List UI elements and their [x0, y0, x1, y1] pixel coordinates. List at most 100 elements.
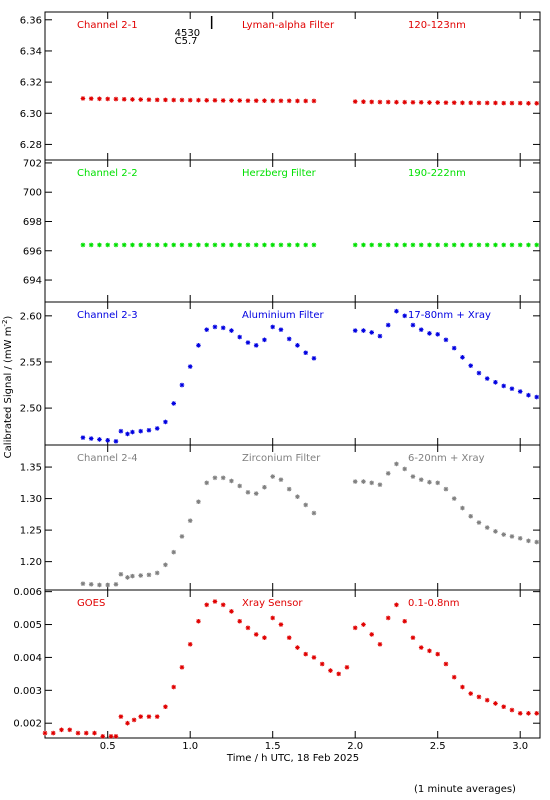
data-point — [229, 242, 234, 248]
data-point — [125, 431, 130, 437]
panel-channel-label: GOES — [77, 598, 105, 609]
data-point — [476, 694, 482, 700]
data-point — [113, 439, 119, 444]
y-tick-label: 702 — [23, 158, 42, 169]
data-point — [286, 242, 292, 248]
data-point — [204, 480, 209, 486]
x-axis-ticks: 0.5 1.0 1.5 2.0 2.5 3.0 — [100, 741, 528, 752]
data-point — [369, 242, 374, 248]
data-point — [125, 720, 130, 726]
data-point — [125, 575, 130, 580]
data-point — [319, 661, 325, 667]
data-point — [509, 534, 515, 539]
data-point — [105, 582, 110, 588]
data-point — [154, 714, 160, 719]
panel-band-label: 6-20nm + Xray — [408, 453, 485, 464]
data-point — [130, 429, 135, 435]
data-point — [427, 100, 432, 105]
data-point — [80, 581, 86, 586]
data-point — [427, 242, 432, 248]
y-tick-label: 6.28 — [20, 140, 42, 151]
data-point — [534, 394, 539, 400]
x-tick-label: 2.5 — [430, 741, 446, 752]
y-tick-label: 6.34 — [20, 46, 42, 57]
y-tick-label: 0.006 — [13, 587, 42, 598]
data-point — [361, 328, 366, 333]
data-point — [286, 98, 292, 104]
data-point — [468, 691, 473, 696]
data-point — [83, 730, 89, 736]
data-point — [526, 392, 531, 398]
data-point — [410, 322, 416, 328]
y-tick-label: 1.30 — [20, 494, 42, 505]
data-point — [163, 419, 168, 425]
data-point — [369, 99, 374, 105]
data-point — [138, 714, 143, 719]
data-point — [361, 479, 366, 484]
data-point — [361, 622, 366, 627]
data-point — [311, 510, 317, 516]
data-point — [476, 242, 482, 248]
x-tick-label: 1.0 — [182, 741, 198, 752]
panels-layer: 6.28 6.30 6.32 6.34 6.36 Channel 2-1 Lyman-alp… — [13, 11, 541, 739]
data-point — [138, 242, 143, 248]
data-point — [138, 573, 143, 578]
data-point — [154, 242, 160, 248]
data-point — [270, 324, 275, 330]
y-tick-label: 2.60 — [20, 311, 42, 322]
data-point — [451, 100, 457, 105]
data-point — [118, 571, 124, 577]
data-point — [468, 100, 473, 106]
data-point — [311, 655, 317, 660]
data-point — [295, 494, 300, 499]
y-axis-label-superscript: -2 — [1, 320, 9, 327]
data-point — [311, 98, 317, 104]
data-point — [97, 437, 102, 442]
data-point — [92, 730, 97, 736]
data-point — [435, 331, 440, 337]
data-point — [237, 98, 242, 103]
data-point — [220, 475, 226, 481]
data-point — [476, 370, 482, 376]
data-point — [88, 96, 94, 101]
data-point — [270, 98, 275, 104]
data-point — [196, 97, 201, 103]
data-point — [179, 97, 185, 103]
data-point — [97, 582, 102, 588]
data-point — [369, 330, 374, 335]
data-point — [509, 100, 515, 106]
data-point — [154, 97, 160, 103]
data-point — [517, 711, 523, 716]
data-point — [146, 714, 152, 719]
data-point — [468, 242, 473, 248]
data-point — [451, 242, 457, 248]
y-tick-label: 2.50 — [20, 404, 42, 415]
data-point — [509, 707, 515, 713]
data-point — [245, 242, 251, 248]
data-point — [534, 711, 539, 716]
data-point — [394, 242, 399, 248]
panel-channel-label: Channel 2-2 — [77, 168, 138, 179]
data-point — [42, 730, 48, 736]
data-point — [517, 536, 523, 541]
data-point — [410, 635, 416, 640]
data-point — [484, 100, 490, 106]
data-point — [220, 98, 226, 103]
data-point — [377, 482, 383, 488]
data-point — [484, 525, 490, 530]
data-point — [385, 471, 391, 476]
data-point — [229, 98, 234, 103]
panel-4: 1.20 1.25 1.30 1.35 Channel 2-4 Zirconium Fil… — [20, 444, 541, 591]
data-point — [295, 242, 300, 248]
y-tick-label: 696 — [23, 246, 42, 257]
data-point — [303, 350, 308, 356]
data-point — [196, 618, 201, 624]
data-point — [138, 428, 143, 434]
data-point — [451, 674, 457, 680]
x-axis-label: Time / h UTC, 18 Feb 2025 — [226, 753, 359, 764]
x-tick-label: 2.0 — [347, 741, 363, 752]
data-point — [402, 618, 407, 624]
data-point — [204, 327, 209, 332]
data-point — [179, 664, 185, 670]
data-point — [476, 100, 482, 106]
